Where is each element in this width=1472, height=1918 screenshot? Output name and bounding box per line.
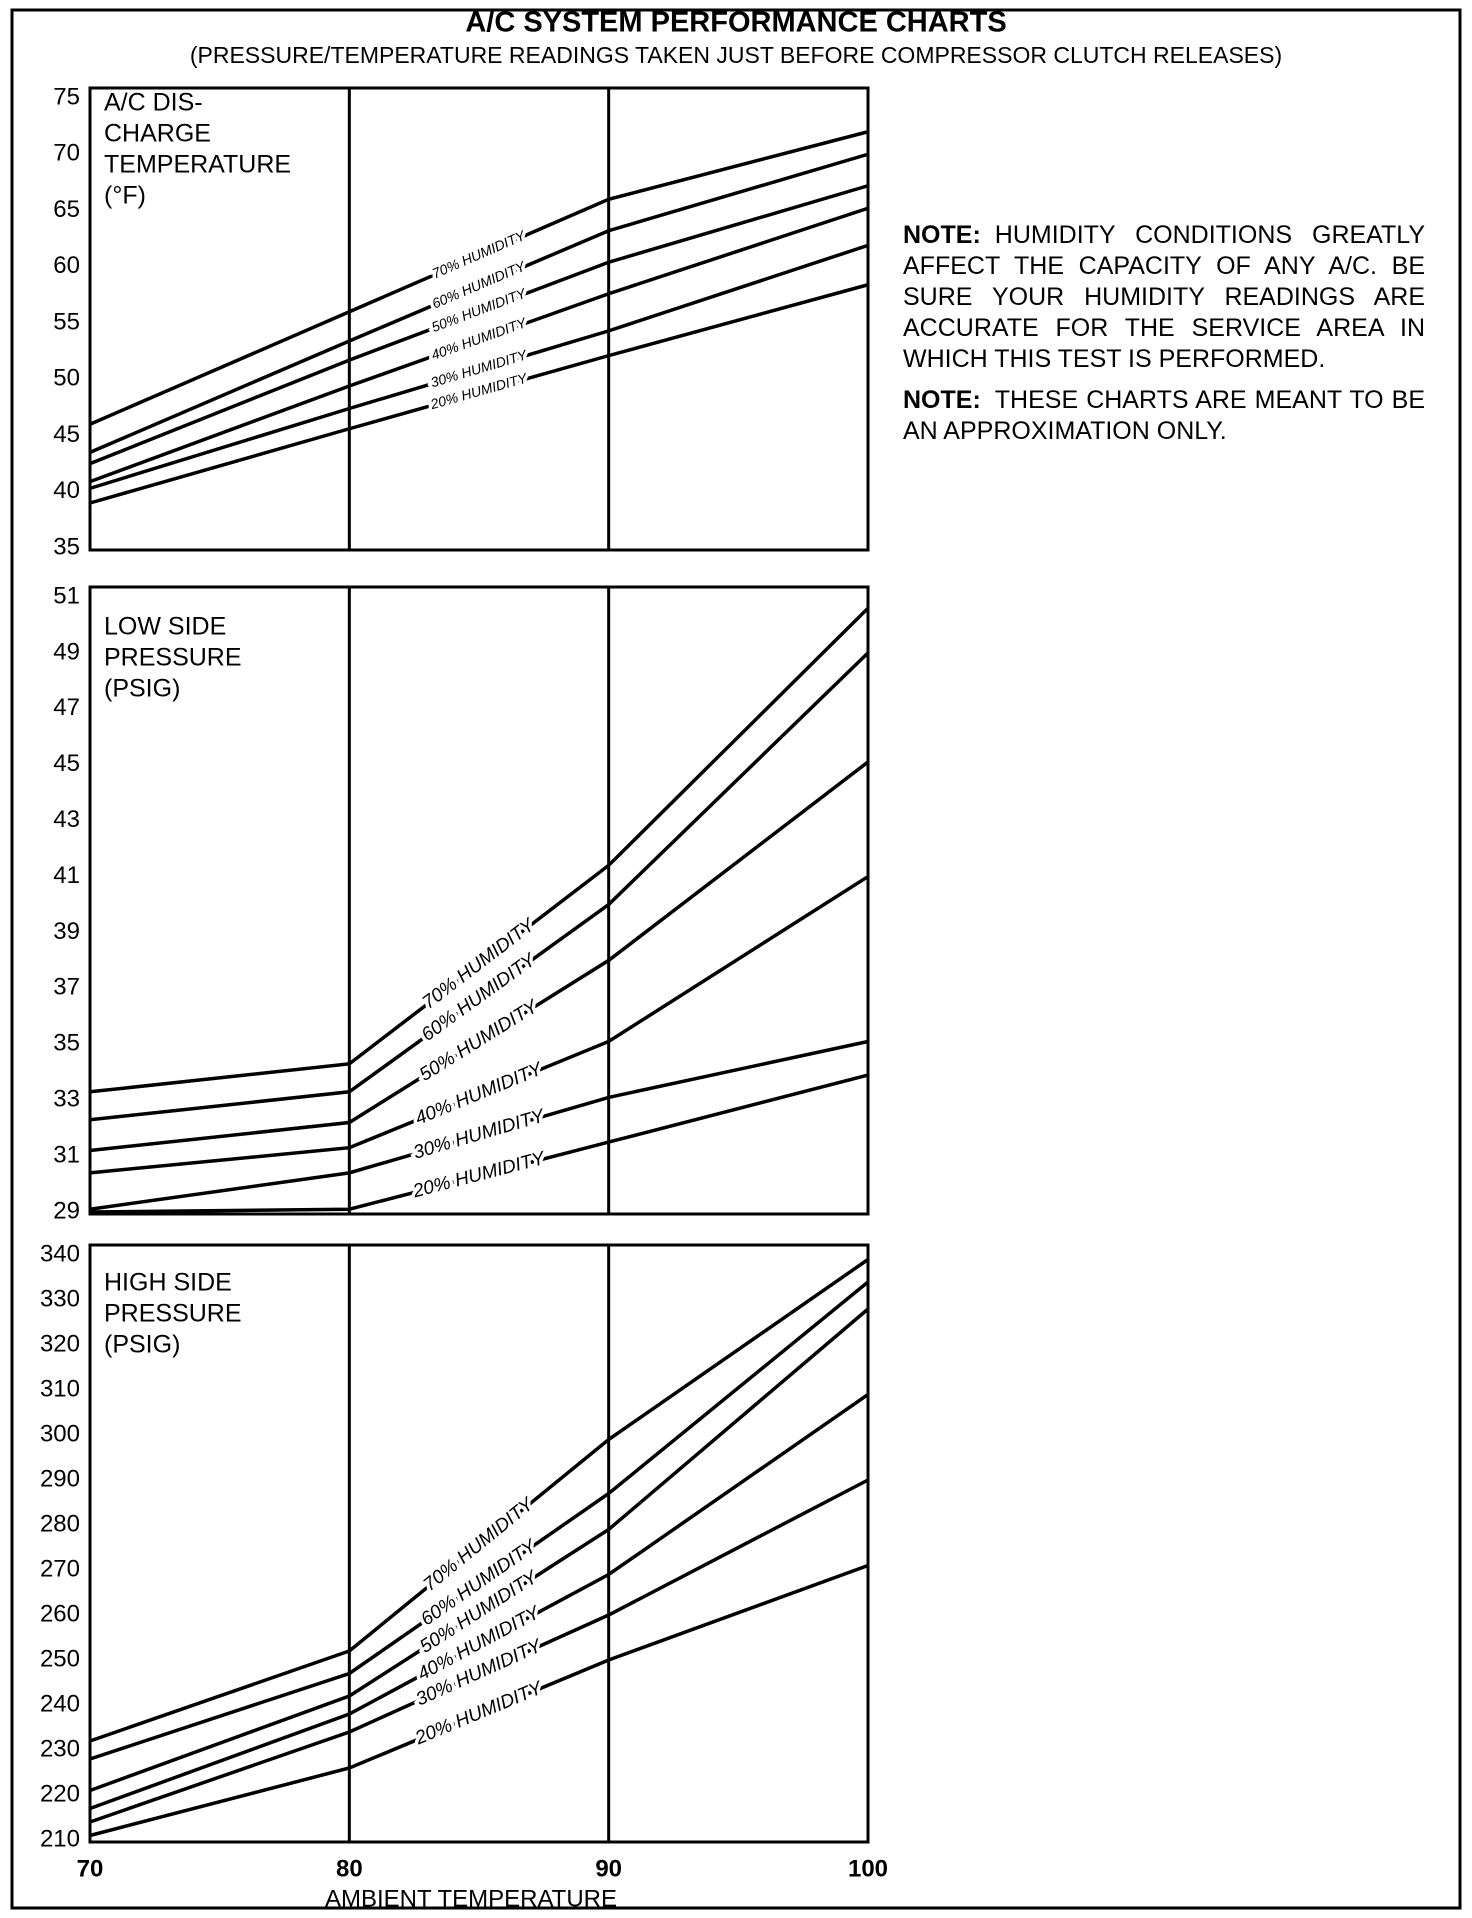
x-tick-label: 100 [848, 1855, 888, 1882]
y-tick-label: 260 [40, 1600, 80, 1627]
series-line [89, 152, 869, 454]
y-tick-label: 33 [53, 1086, 80, 1113]
plot-frame [88, 585, 870, 1216]
series-line [89, 283, 869, 505]
y-axis-label: (PSIG) [104, 1331, 180, 1359]
series-line [89, 1307, 870, 1793]
series-line [89, 606, 870, 1094]
y-axis-label: LOW SIDE [104, 613, 226, 641]
series-line [89, 1563, 869, 1838]
y-tick-label: 300 [40, 1420, 80, 1447]
x-tick-label: 70 [77, 1855, 104, 1882]
y-axis-label: (°F) [104, 182, 146, 210]
frame [10, 8, 1462, 1910]
series-line [89, 875, 869, 1175]
y-tick-label: 51 [53, 582, 80, 609]
y-tick-label: 45 [53, 750, 80, 777]
y-axis-label: (PSIG) [104, 675, 180, 703]
y-axis-label: CHARGE [104, 120, 211, 148]
y-tick-label: 240 [40, 1690, 80, 1717]
y-tick-label: 31 [53, 1141, 80, 1168]
y-tick-label: 43 [53, 806, 80, 833]
y-tick-label: 270 [40, 1555, 80, 1582]
note-label: NOTE: [903, 386, 981, 414]
y-tick-label: 290 [40, 1465, 80, 1492]
y-tick-label: 29 [53, 1197, 80, 1224]
x-tick-label: 80 [336, 1855, 363, 1882]
series-line [89, 1393, 869, 1811]
y-tick-label: 55 [53, 308, 80, 335]
series-line [89, 184, 869, 466]
series-line [89, 1039, 869, 1211]
y-axis-label: TEMPERATURE [104, 151, 291, 179]
x-axis-label: AMBIENT TEMPERATURE [325, 1885, 617, 1912]
page-subtitle: (PRESSURE/TEMPERATURE READINGS TAKEN JUS… [190, 42, 1282, 68]
page-title: A/C SYSTEM PERFORMANCE CHARTS [465, 7, 1006, 39]
y-tick-label: 330 [40, 1285, 80, 1312]
series-line [89, 1258, 869, 1743]
series-line [89, 130, 869, 426]
y-tick-label: 75 [53, 83, 80, 110]
y-tick-label: 220 [40, 1780, 80, 1807]
y-tick-label: 37 [53, 974, 80, 1001]
y-axis-label: PRESSURE [104, 1300, 242, 1328]
series-line [89, 206, 869, 484]
y-tick-label: 49 [53, 638, 80, 665]
y-tick-label: 35 [53, 533, 80, 560]
y-tick-label: 70 [53, 140, 80, 167]
note-text: THESE CHARTS ARE MEANT TO BE AN APPROXIM… [903, 386, 1425, 445]
y-axis-label: PRESSURE [104, 644, 242, 672]
y-tick-label: 47 [53, 694, 80, 721]
y-tick-label: 60 [53, 252, 80, 279]
x-tick-label: 90 [595, 1855, 622, 1882]
y-tick-label: 40 [53, 477, 80, 504]
y-axis-label: HIGH SIDE [104, 1269, 232, 1297]
note-label: NOTE: [903, 221, 981, 249]
y-tick-label: 65 [53, 196, 80, 223]
y-tick-label: 280 [40, 1510, 80, 1537]
y-tick-label: 250 [40, 1645, 80, 1672]
series-line [89, 760, 870, 1153]
series-line [89, 243, 869, 491]
note-text: HUMIDITY CONDITIONS GREATLY AFFECT THE C… [903, 221, 1425, 373]
series-line [89, 1073, 869, 1214]
note: NOTE: THESE CHARTS ARE MEANT TO BE AN APP… [903, 385, 1425, 447]
series-line [89, 1478, 869, 1824]
y-tick-label: 39 [53, 918, 80, 945]
y-axis-label: A/C DIS- [104, 89, 203, 117]
y-tick-label: 210 [40, 1825, 80, 1852]
y-tick-label: 230 [40, 1735, 80, 1762]
y-tick-label: 320 [40, 1330, 80, 1357]
y-tick-label: 45 [53, 421, 80, 448]
note: NOTE: HUMIDITY CONDITIONS GREATLY AFFECT … [903, 220, 1425, 375]
y-tick-label: 340 [40, 1240, 80, 1267]
y-tick-label: 50 [53, 365, 80, 392]
series-line [89, 651, 870, 1122]
series-line [89, 1280, 870, 1761]
y-tick-label: 41 [53, 862, 80, 889]
notes: NOTE: HUMIDITY CONDITIONS GREATLY AFFECT … [903, 220, 1425, 457]
y-tick-label: 310 [40, 1375, 80, 1402]
y-tick-label: 35 [53, 1030, 80, 1057]
